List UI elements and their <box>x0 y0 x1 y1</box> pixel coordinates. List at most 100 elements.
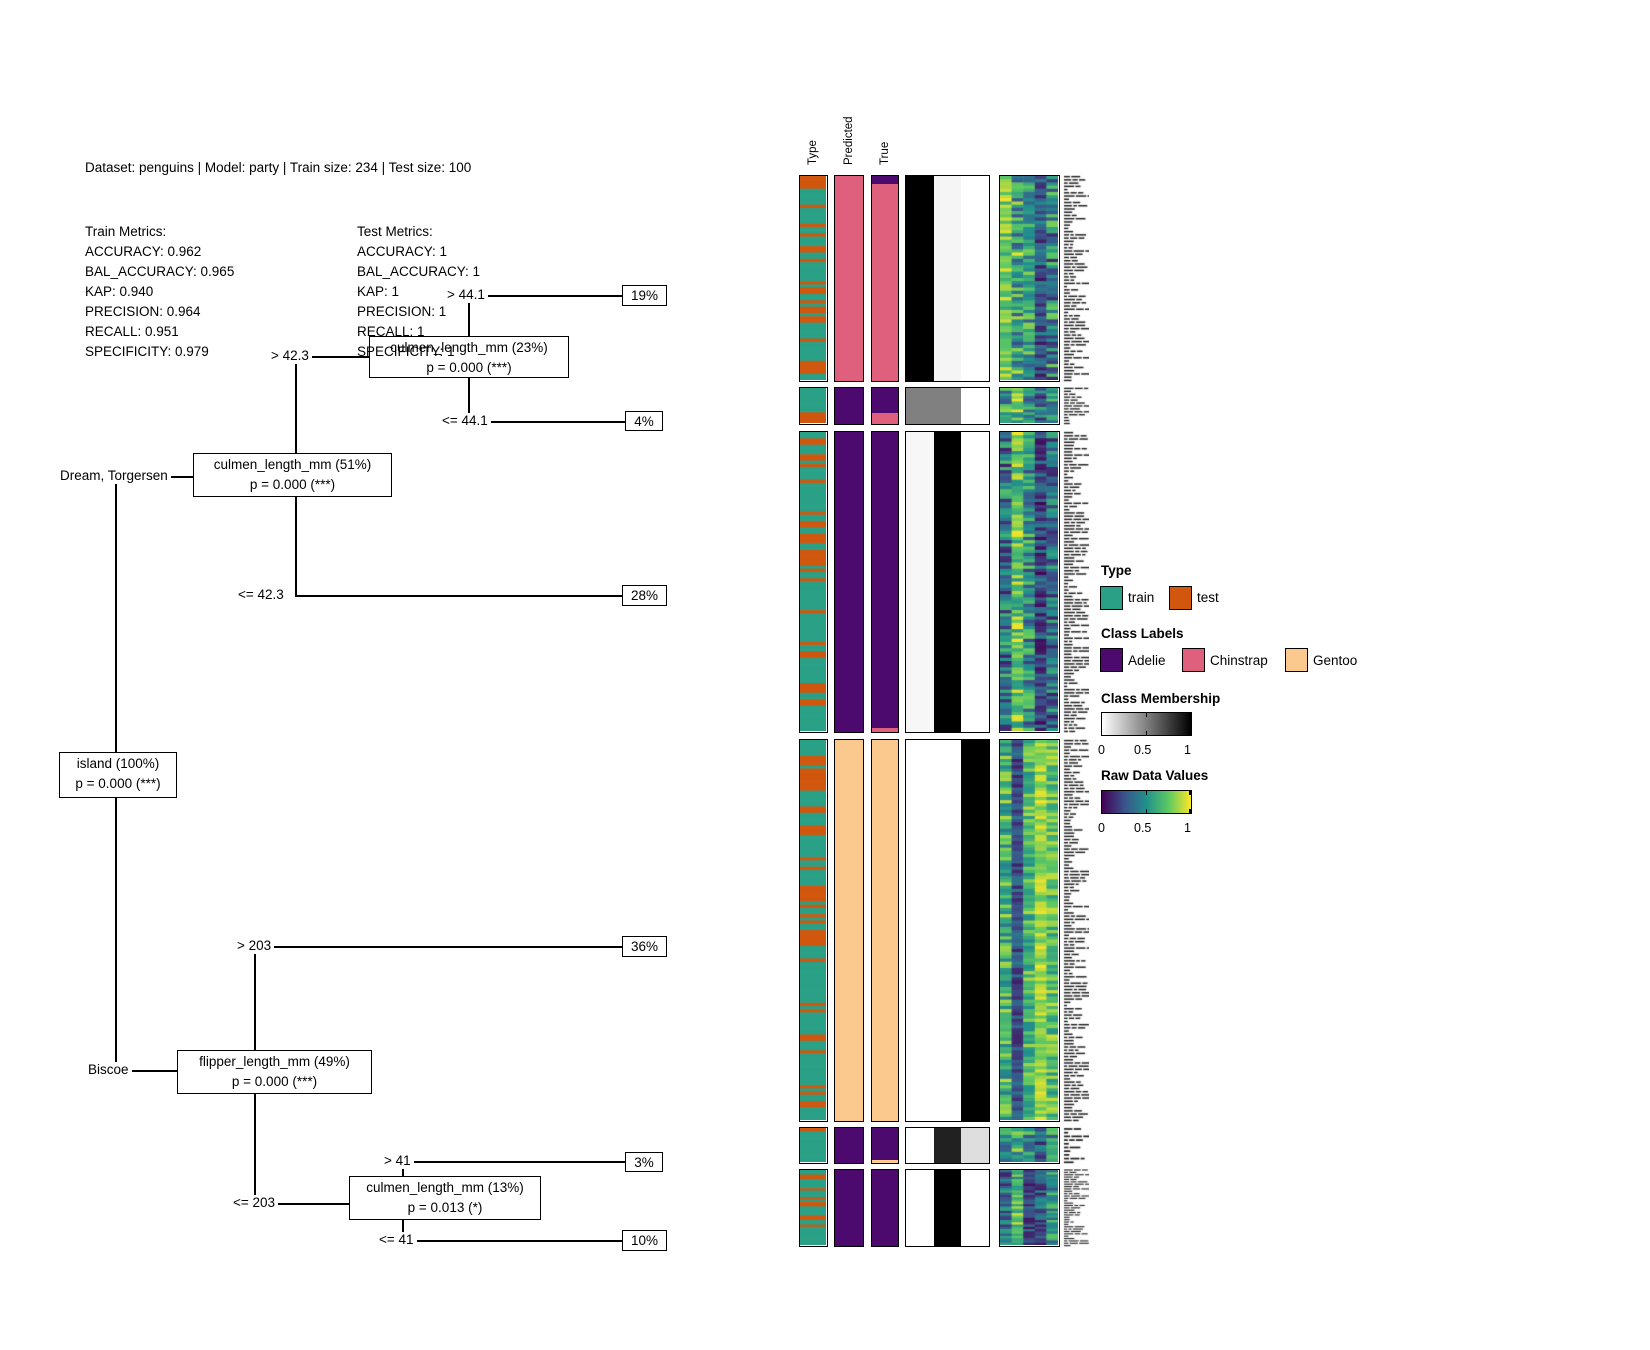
node-pvalue-label: p = 0.000 (***) <box>75 776 161 791</box>
raw-tick-0: 0 <box>1098 821 1105 835</box>
true-class-segment <box>872 176 898 185</box>
tree-edge-line <box>468 378 470 421</box>
raw-tick-0-5: 0.5 <box>1134 821 1152 835</box>
gradient-tick-mark <box>1145 712 1148 717</box>
gradient-tick-mark <box>1189 790 1191 795</box>
legend-test-label: test <box>1197 590 1219 605</box>
edge-label-dream-torgersen: Dream, Torgersen <box>57 468 171 484</box>
heatmap-row-labels-block-0 <box>1063 175 1089 382</box>
legend-adelie-swatch <box>1100 648 1123 672</box>
test-metric-precision: PRECISION: 1 <box>357 304 447 319</box>
true-class-segment <box>872 1170 898 1246</box>
heatmap-true-column-block-2 <box>871 431 899 733</box>
edge-label-gt-42-3: > 42.3 <box>268 348 312 364</box>
node-pvalue-label: p = 0.013 (*) <box>407 1200 483 1215</box>
train-metric-precision: PRECISION: 0.964 <box>85 304 201 319</box>
test-metrics: Test Metrics: ACCURACY: 1 BAL_ACCURACY: … <box>357 222 480 362</box>
legend-type-title: Type <box>1101 563 1132 578</box>
heatmap-row-labels-block-1 <box>1063 387 1089 425</box>
heatmap-true-column-block-3 <box>871 739 899 1122</box>
heatmap-type-column-block-5 <box>799 1169 828 1247</box>
leaf-box-4pct: 4% <box>625 411 663 431</box>
heatmap-row-labels-block-4 <box>1063 1127 1089 1164</box>
heatmap-raw-data-block-1 <box>999 387 1060 425</box>
tree-edge-line <box>402 1220 404 1240</box>
membership-probability-column <box>933 1128 962 1163</box>
test-metric-accuracy: ACCURACY: 1 <box>357 244 448 259</box>
tree-edge-line <box>402 1240 622 1242</box>
train-metric-recall: RECALL: 0.951 <box>85 324 179 339</box>
type-column-canvas <box>800 176 826 380</box>
raw-tick-1: 1 <box>1184 821 1191 835</box>
membership-probability-column <box>961 1128 990 1163</box>
edge-label-le-203: <= 203 <box>230 1195 279 1211</box>
legend-class-labels-title: Class Labels <box>1101 626 1184 641</box>
raw-data-canvas <box>1000 176 1058 380</box>
heatmap-class-membership-block-5 <box>905 1169 990 1247</box>
tree-edge-line <box>295 497 297 595</box>
node-feature-label: island (100%) <box>76 756 160 771</box>
heatmap-raw-data-block-4 <box>999 1127 1060 1164</box>
heatmap-true-column-block-4 <box>871 1127 899 1164</box>
heatmap-column-header-true: True <box>879 141 891 165</box>
legend-train-label: train <box>1128 590 1155 605</box>
node-pvalue-label: p = 0.000 (***) <box>426 360 512 375</box>
raw-data-canvas <box>1000 1170 1058 1245</box>
heatmap-raw-data-block-0 <box>999 175 1060 382</box>
true-class-segment <box>872 740 898 1121</box>
leaf-box-19pct: 19% <box>622 285 667 306</box>
membership-tick-0: 0 <box>1098 743 1105 757</box>
membership-probability-column <box>906 432 935 732</box>
edge-label-le-42-3: <= 42.3 <box>235 587 287 603</box>
raw-data-canvas <box>1000 432 1058 731</box>
legend-gentoo-swatch <box>1285 648 1308 672</box>
tree-node-culmen-length-51: culmen_length_mm (51%) p = 0.000 (***) <box>193 453 392 497</box>
raw-data-canvas <box>1000 388 1058 423</box>
edge-label-gt-44-1: > 44.1 <box>444 287 488 303</box>
tree-edge-line <box>115 1070 177 1072</box>
tree-node-culmen-length-13: culmen_length_mm (13%) p = 0.013 (*) <box>349 1176 541 1220</box>
legend-raw-data-title: Raw Data Values <box>1101 768 1209 783</box>
legend-class-membership-title: Class Membership <box>1101 691 1221 706</box>
heatmap-true-column-block-0 <box>871 175 899 382</box>
membership-probability-column <box>906 388 935 424</box>
heatmap-type-column-block-1 <box>799 387 828 425</box>
membership-probability-column <box>961 388 990 424</box>
tree-edge-line <box>254 946 256 1050</box>
tree-node-island: island (100%) p = 0.000 (***) <box>59 752 177 798</box>
edge-label-le-44-1: <= 44.1 <box>439 413 491 429</box>
tree-edge-line <box>254 1203 349 1205</box>
node-feature-label: culmen_length_mm (51%) <box>213 457 372 472</box>
true-class-segment <box>872 727 898 732</box>
heatmap-row-labels-block-3 <box>1063 739 1089 1122</box>
edge-label-biscoe: Biscoe <box>85 1062 132 1078</box>
heatmap-type-column-block-2 <box>799 431 828 733</box>
membership-probability-column <box>906 1128 935 1163</box>
test-metric-specificity: SPECIFICITY: 1 <box>357 344 455 359</box>
membership-probability-column <box>961 1170 990 1246</box>
membership-probability-column <box>933 432 962 732</box>
gradient-tick-mark <box>1189 731 1191 736</box>
test-metric-bal-accuracy: BAL_ACCURACY: 1 <box>357 264 481 279</box>
membership-probability-column <box>933 388 962 424</box>
heatmap-raw-data-block-5 <box>999 1169 1060 1247</box>
heatmap-predicted-column-block-1 <box>834 387 864 425</box>
node-feature-label: culmen_length_mm (13%) <box>366 1180 524 1195</box>
membership-tick-1: 1 <box>1184 743 1191 757</box>
leaf-box-28pct: 28% <box>622 585 667 606</box>
node-feature-label: culmen_length_mm (23%) <box>390 340 548 355</box>
test-metric-recall: RECALL: 1 <box>357 324 425 339</box>
membership-probability-column <box>961 432 990 732</box>
tree-edge-line <box>468 421 625 423</box>
heatmap-raw-data-block-2 <box>999 431 1060 733</box>
gradient-tick-mark <box>1145 731 1148 736</box>
membership-probability-column <box>906 176 935 381</box>
membership-probability-column <box>961 740 990 1121</box>
plot-title: Dataset: penguins | Model: party | Train… <box>85 160 472 175</box>
membership-probability-column <box>933 740 962 1121</box>
heatmap-row-labels-block-5 <box>1063 1169 1089 1247</box>
tree-edge-line <box>254 1094 256 1203</box>
gradient-tick-mark <box>1145 790 1148 795</box>
heatmap-class-membership-block-2 <box>905 431 990 733</box>
heatmap-true-column-block-5 <box>871 1169 899 1247</box>
